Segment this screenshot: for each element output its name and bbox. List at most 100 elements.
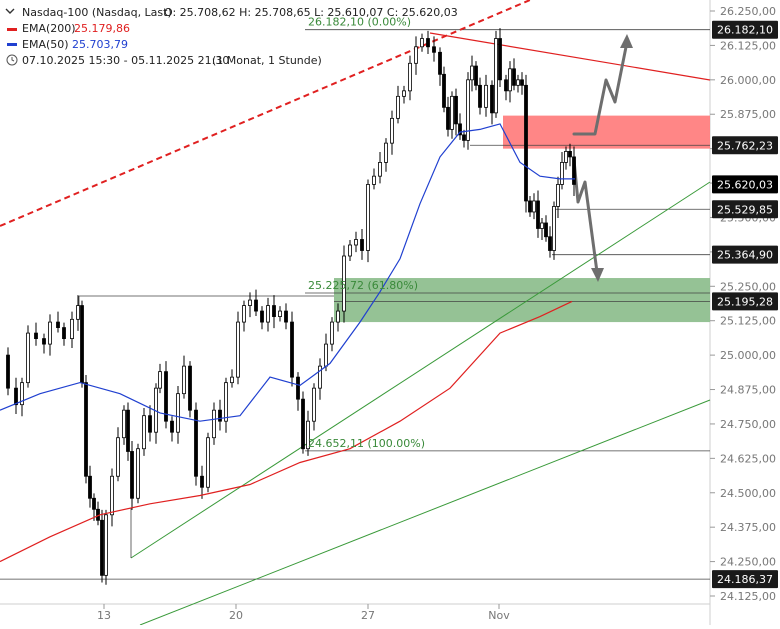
candle xyxy=(92,493,96,521)
candle xyxy=(544,215,548,242)
candle xyxy=(142,407,146,456)
candle xyxy=(158,363,162,394)
candle-body xyxy=(402,90,406,97)
candle xyxy=(462,129,466,148)
candle-body xyxy=(540,222,544,229)
candle xyxy=(130,441,134,510)
candle xyxy=(218,399,222,431)
candle xyxy=(116,427,120,482)
candle-body xyxy=(520,79,524,86)
candle-body xyxy=(462,134,466,141)
candle xyxy=(504,74,508,101)
candle xyxy=(164,361,168,429)
candle-body xyxy=(384,142,388,163)
candle-body xyxy=(498,38,502,81)
candle-body xyxy=(290,321,294,378)
fibonacci-labels: 26.182,10 (0.00%) 25.225,72 (61.80%) 24.65… xyxy=(308,16,425,450)
candle-body xyxy=(366,184,370,251)
candle xyxy=(34,322,38,346)
fib-level-label: 24.652,11 (100.00%) xyxy=(308,437,425,450)
candle xyxy=(266,297,270,332)
candle-body xyxy=(342,255,346,312)
candle-body xyxy=(218,409,222,422)
price-tag[interactable]: 25.364,90 xyxy=(712,245,778,264)
candle xyxy=(512,58,516,91)
candle xyxy=(466,72,470,150)
price-tag[interactable]: 25.195,28 xyxy=(712,292,778,311)
candle xyxy=(230,369,234,388)
candle-body xyxy=(556,184,560,207)
candle-body xyxy=(42,338,46,345)
period-interval: (1 Monat, 1 Stunde) xyxy=(212,54,322,67)
price-tag[interactable]: 25.529,85 xyxy=(712,200,778,219)
candle xyxy=(336,303,340,332)
instrument-name: Nasdaq-100 (Nasdaq, Last) xyxy=(22,6,172,19)
ema200-line xyxy=(0,300,573,563)
candle-body xyxy=(426,38,430,48)
candle-body xyxy=(122,409,126,439)
candle xyxy=(564,146,568,170)
candle-body xyxy=(470,65,474,81)
price-tag[interactable]: 25.620,03 xyxy=(712,175,778,194)
candle-body xyxy=(248,299,252,306)
candle-body xyxy=(552,206,556,251)
price-tag-value: 25.620,03 xyxy=(717,178,773,191)
price-tick-label: 24.125,00 xyxy=(720,590,776,603)
candle-body xyxy=(466,79,470,141)
candle-body xyxy=(508,68,512,92)
time-axis[interactable]: 13 20 27 Nov xyxy=(97,604,510,622)
candle xyxy=(508,61,512,103)
candle xyxy=(122,405,126,445)
price-tag-bg xyxy=(712,20,778,39)
candle-body xyxy=(450,95,454,130)
bearish-arrow-head xyxy=(591,268,604,282)
candle xyxy=(126,402,130,461)
candle xyxy=(272,295,276,329)
time-tick-label: 27 xyxy=(361,609,375,622)
candle xyxy=(248,292,252,318)
fib-level-label: 25.225,72 (61.80%) xyxy=(308,279,418,292)
clock-icon xyxy=(6,54,18,66)
candle-body xyxy=(528,200,532,213)
price-tag-bg xyxy=(712,570,778,589)
price-tick-label: 26.125,00 xyxy=(720,39,776,52)
candle-body xyxy=(224,382,228,422)
candle xyxy=(200,465,204,499)
price-tag[interactable]: 24.186,37 xyxy=(712,570,778,589)
candle xyxy=(96,501,100,526)
candle xyxy=(532,193,536,220)
candle-body xyxy=(318,365,322,389)
candle xyxy=(354,231,358,253)
candle-body xyxy=(372,175,376,185)
price-tag[interactable]: 26.182,10 xyxy=(712,20,778,39)
candle-body xyxy=(254,299,258,312)
candle xyxy=(62,322,66,346)
collapse-chevron-icon[interactable] xyxy=(5,8,15,14)
candle xyxy=(80,300,84,388)
candle-body xyxy=(84,382,88,477)
candle-body xyxy=(182,365,186,395)
candle xyxy=(438,47,442,86)
candle xyxy=(372,168,376,190)
candle xyxy=(148,405,152,442)
price-tick-label: 24.875,00 xyxy=(720,384,776,397)
candle-body xyxy=(478,84,482,108)
candle xyxy=(20,377,24,417)
price-tag-value: 25.529,85 xyxy=(717,203,773,216)
support-trendline-upper xyxy=(130,181,711,559)
candle-body xyxy=(104,514,108,576)
ema50-label: EMA(50) xyxy=(22,38,69,51)
price-axis[interactable]: 26.250,00 26.125,00 26.000,00 25.875,00 25.7… xyxy=(710,5,778,603)
candle xyxy=(70,311,74,348)
candle xyxy=(556,176,560,219)
candle xyxy=(290,311,294,387)
price-tag[interactable]: 25.762,23 xyxy=(712,136,778,155)
candle-body xyxy=(70,318,74,339)
candle xyxy=(100,509,104,583)
candle-body xyxy=(324,343,328,367)
candle-body xyxy=(48,321,52,345)
price-tick-label: 25.000,00 xyxy=(720,349,776,362)
candle xyxy=(301,391,305,454)
